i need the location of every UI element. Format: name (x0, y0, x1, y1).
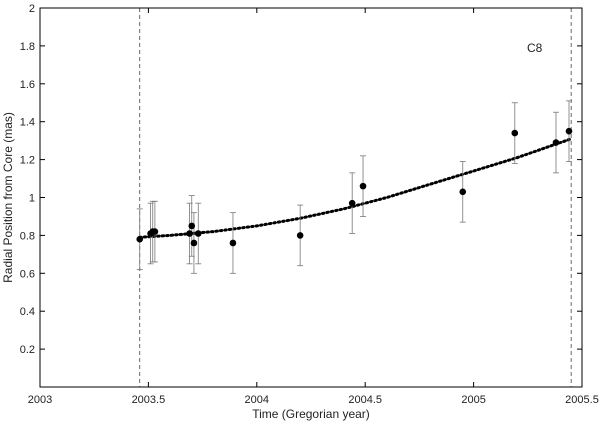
y-tick-label: 0.8 (20, 230, 35, 242)
y-tick-label: 0.2 (20, 344, 35, 356)
data-point (190, 239, 198, 247)
y-axis-label: Radial Position from Core (mas) (1, 112, 15, 283)
y-tick-label: 1.6 (20, 79, 35, 91)
data-point (229, 239, 237, 247)
fit-curve (138, 137, 573, 239)
series-annotation: C8 (527, 41, 543, 55)
y-tick-label: 2 (29, 3, 35, 15)
data-point (136, 235, 144, 243)
y-tick-label: 1 (29, 193, 35, 205)
x-tick-label: 2005 (461, 394, 485, 406)
data-point (565, 127, 573, 135)
error-bars-group (136, 100, 572, 274)
data-point (186, 230, 193, 237)
x-tick-label: 2005.5 (565, 394, 599, 406)
y-axis-ticks: 0.2 0.4 0.6 0.8 1 1.2 1.4 1.6 1.8 2 (20, 3, 582, 356)
y-tick-label: 1.4 (20, 117, 35, 129)
vertical-reference-lines (139, 8, 572, 387)
data-points-group (136, 127, 573, 247)
x-tick-label: 2003.5 (132, 394, 166, 406)
x-tick-label: 2004.5 (348, 394, 382, 406)
y-tick-label: 1.2 (20, 155, 35, 167)
data-point (552, 139, 560, 146)
y-tick-label: 0.4 (20, 306, 35, 318)
y-tick-label: 0.6 (20, 268, 35, 280)
x-axis-label: Time (Gregorian year) (252, 407, 370, 421)
data-point (359, 182, 367, 190)
data-point (511, 129, 519, 137)
data-point (151, 228, 159, 235)
data-point (348, 199, 356, 207)
data-point (194, 230, 202, 237)
data-point (188, 222, 196, 230)
x-tick-label: 2003 (28, 394, 52, 406)
fit-curve-group (138, 137, 573, 239)
data-point (459, 188, 467, 196)
data-point (296, 232, 304, 239)
plot-frame (39, 7, 583, 388)
x-tick-label: 2004 (245, 394, 269, 406)
x-axis-ticks: 2003 2003.5 2004 2004.5 2005 2005.5 (28, 8, 599, 406)
y-tick-label: 1.8 (20, 41, 35, 53)
